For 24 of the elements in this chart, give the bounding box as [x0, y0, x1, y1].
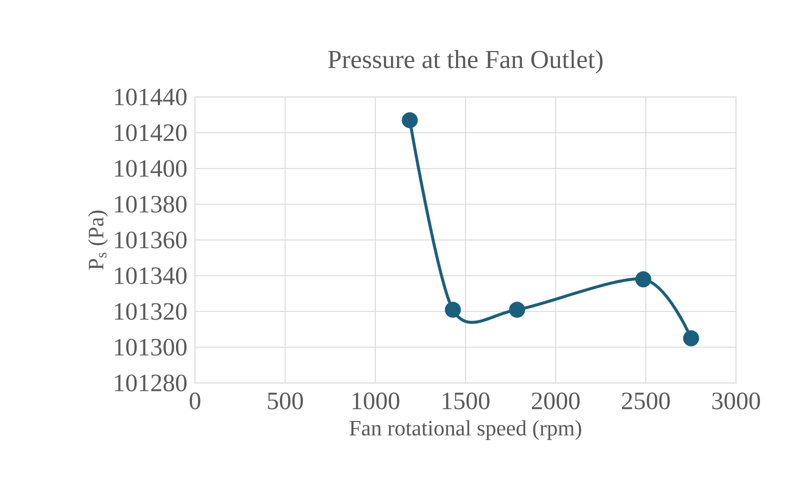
y-tick-label: 101280	[114, 374, 187, 392]
x-tick-label: 500	[268, 392, 303, 410]
chart-title: Pressure at the Fan Outlet)	[328, 50, 603, 74]
x-tick-label: 1000	[352, 392, 400, 410]
y-tick-label: 101380	[114, 196, 187, 213]
x-tick-label: 2500	[622, 392, 670, 410]
x-tick-label: 1500	[442, 392, 490, 410]
y-tick-label: 101360	[114, 232, 187, 248]
y-tick-label: 101300	[114, 338, 187, 356]
y-tick-label: 101320	[114, 303, 187, 320]
point	[402, 112, 418, 128]
point	[444, 302, 461, 318]
point	[635, 271, 652, 288]
point	[509, 302, 526, 318]
y-tick-label: 101440	[114, 88, 187, 106]
y-tick-label: 101400	[114, 160, 187, 177]
y-tick-label: 101420	[114, 124, 187, 142]
y-tick-label: 101340	[114, 267, 187, 284]
x-tick-label: 0	[190, 392, 200, 410]
point	[683, 330, 700, 346]
y-axis-title: P$_{s}$ (Pa)	[88, 210, 108, 270]
x-tick-label: 2000	[532, 392, 580, 410]
x-tick-label: 3000	[712, 392, 760, 410]
x-axis-title: Fan rotational speed (rpm)	[350, 420, 582, 440]
